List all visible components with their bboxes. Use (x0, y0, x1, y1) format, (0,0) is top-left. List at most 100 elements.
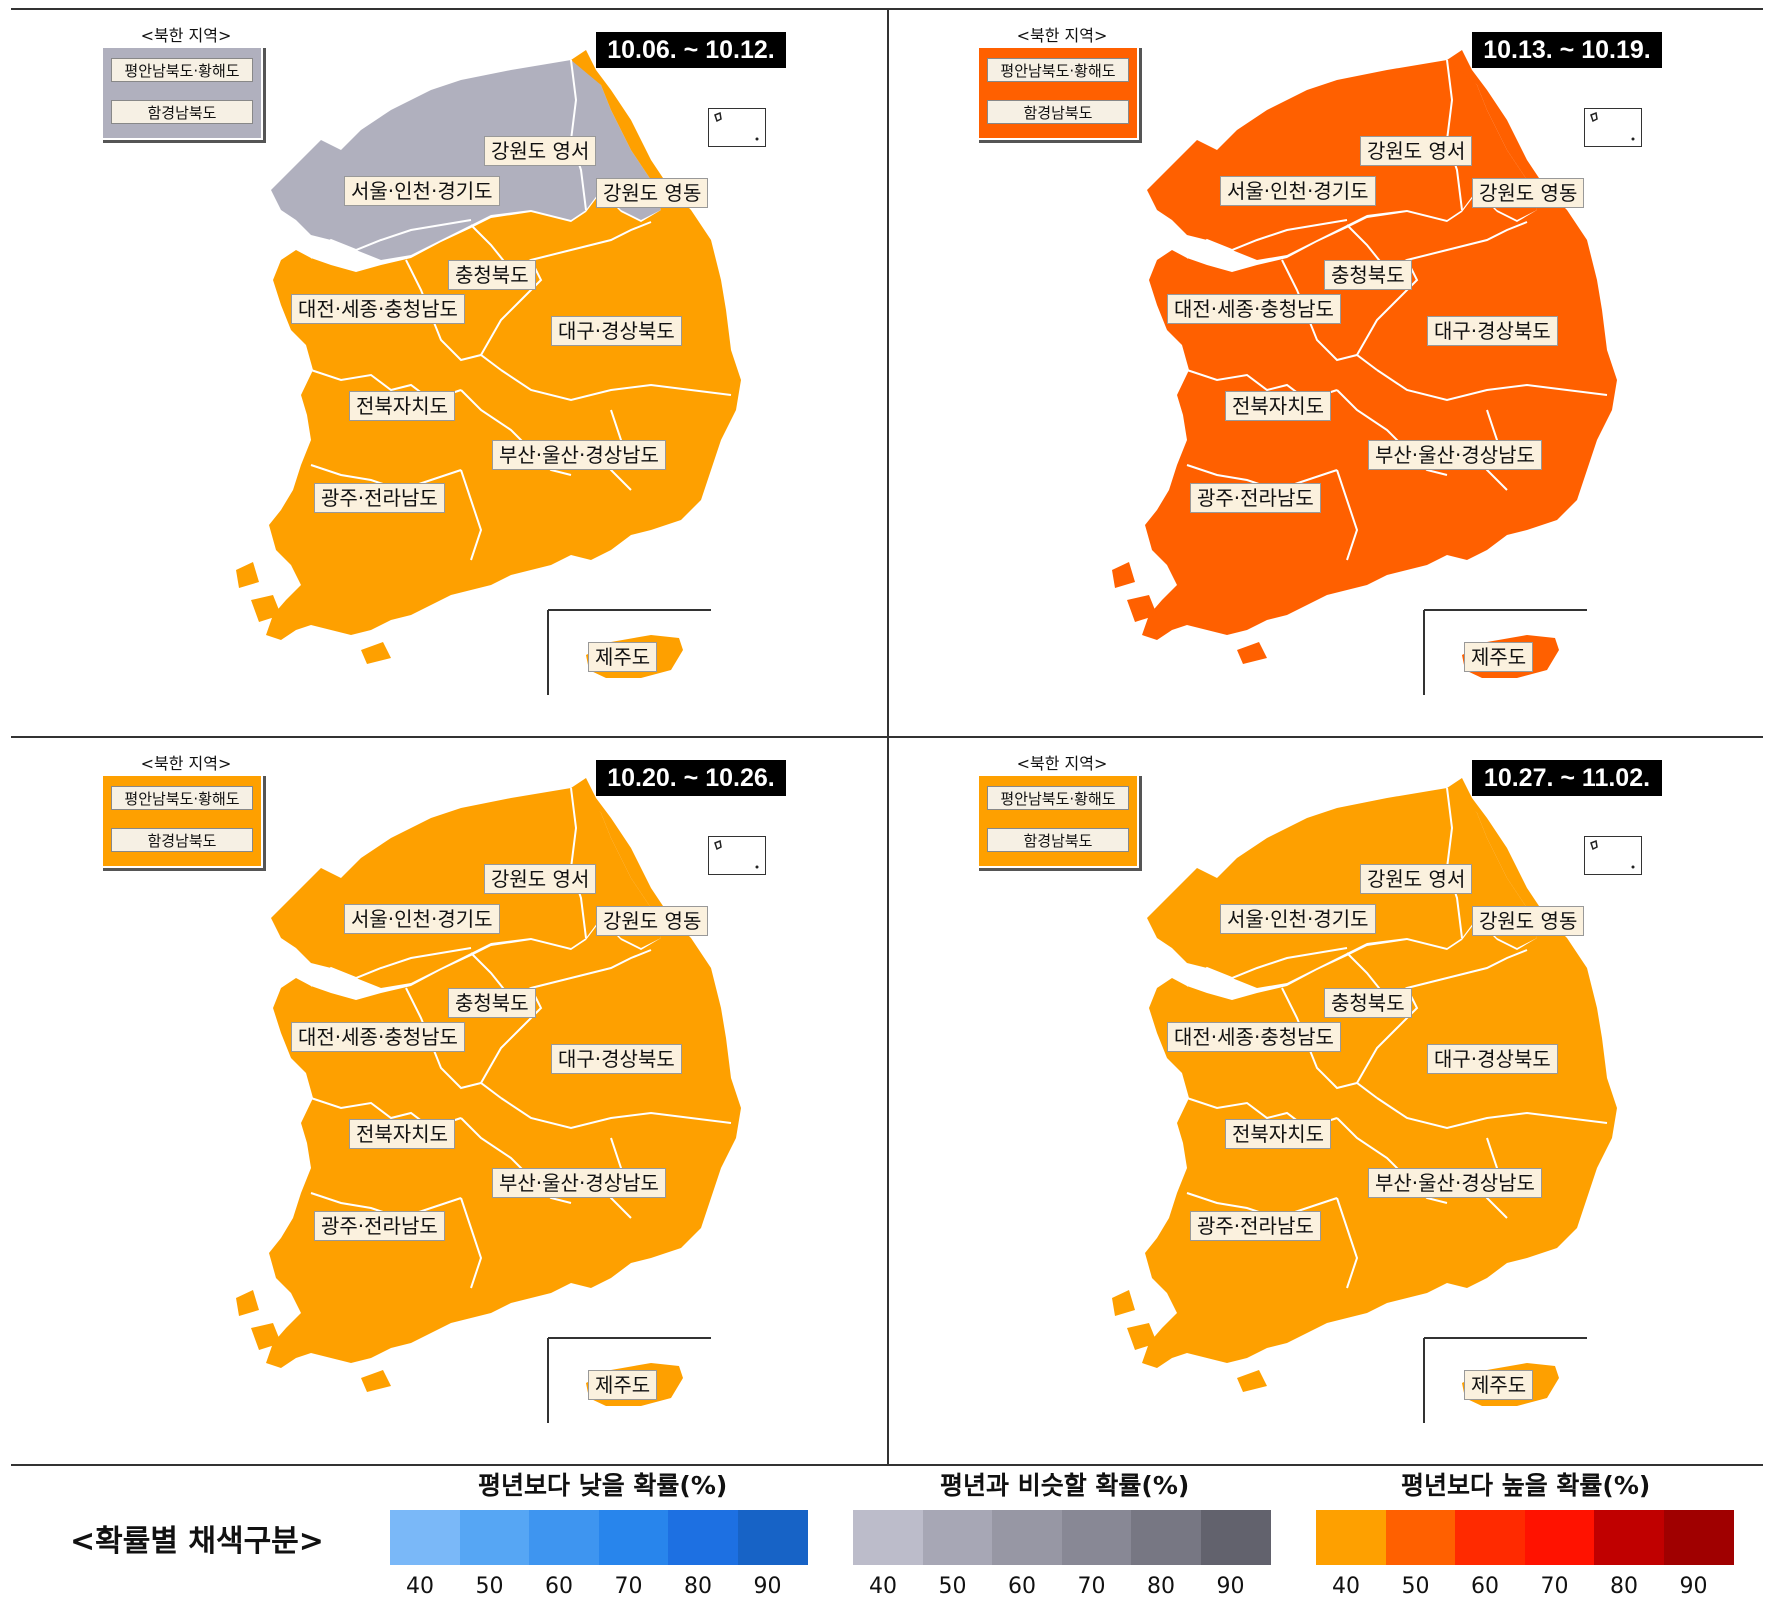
north-korea-box-frame: 평안남북도·황해도 함경남북도 (979, 48, 1142, 143)
region-label-gyeongbuk: 대구·경상북도 (551, 316, 682, 346)
dokdo-icon (1590, 839, 1635, 869)
north-korea-box-title: <북한 지역> (140, 26, 232, 45)
dokdo-inset (708, 836, 766, 875)
grid-horizontal-divider (11, 736, 1763, 738)
legend-swatch (1594, 1510, 1664, 1565)
north-korea-box-frame: 평안남북도·황해도 함경남북도 (979, 776, 1142, 871)
region-label-chungbuk: 충청북도 (448, 260, 536, 290)
legend-group-title-similar: 평년과 비슷할 확률(%) (940, 1471, 1190, 1500)
north-region-label-pyongan-hwanghae: 평안남북도·황해도 (111, 786, 253, 810)
legend-tick-label: 80 (1147, 1574, 1175, 1599)
legend-tick-label: 90 (753, 1574, 782, 1599)
region-label-gangwon-west: 강원도 영서 (484, 864, 597, 894)
legend-swatch (853, 1510, 923, 1565)
dokdo-icon (714, 839, 759, 869)
legend-bar-similar (853, 1510, 1271, 1565)
region-label-gyeongbuk: 대구·경상북도 (1427, 316, 1558, 346)
legend-swatch (1061, 1510, 1132, 1565)
north-region-label-hamgyong: 함경남북도 (111, 100, 253, 124)
legend-tick-label: 70 (1540, 1574, 1569, 1599)
region-label-jeonnam: 광주·전라남도 (1190, 1211, 1321, 1241)
legend-tick-label: 90 (1679, 1574, 1708, 1599)
region-label-jeju: 제주도 (588, 642, 658, 672)
jeju-inset-border (1423, 1337, 1587, 1423)
legend-bar-below (390, 1510, 808, 1565)
legend-swatch (1200, 1510, 1271, 1565)
legend-swatch (992, 1510, 1062, 1565)
region-label-gangwon-east: 강원도 영동 (1472, 906, 1585, 936)
legend-bar-above (1316, 1510, 1734, 1565)
legend-swatch (390, 1510, 460, 1565)
legend-tick-label: 90 (1216, 1574, 1245, 1599)
legend-swatch (922, 1510, 993, 1565)
map-area-north-provinces (271, 60, 661, 260)
north-region-label-hamgyong: 함경남북도 (987, 828, 1129, 852)
region-label-gyeongbuk: 대구·경상북도 (551, 1044, 682, 1074)
region-label-gangwon-west: 강원도 영서 (1360, 136, 1473, 166)
region-label-jeonnam: 광주·전라남도 (314, 483, 445, 513)
region-label-gangwon-east: 강원도 영동 (1472, 178, 1585, 208)
north-korea-box-fill: 평안남북도·황해도 함경남북도 (103, 48, 261, 138)
region-label-chungnam: 대전·세종·충청남도 (291, 1022, 465, 1052)
north-korea-legend-box: <북한 지역> 평안남북도·황해도 함경남북도 (979, 22, 1145, 146)
legend-swatch (1131, 1510, 1201, 1565)
region-label-seoul-incheon-gyeonggi: 서울·인천·경기도 (1220, 176, 1376, 206)
region-label-chungbuk: 충청북도 (1324, 260, 1412, 290)
map-grid: 10.06. ~ 10.12. <북한 지역> 평안남북도·황해도 함경남북도 … (11, 8, 1763, 1466)
legend-tick-label: 70 (1077, 1574, 1106, 1599)
region-label-seoul-incheon-gyeonggi: 서울·인천·경기도 (344, 904, 500, 934)
region-label-jeonnam: 광주·전라남도 (314, 1211, 445, 1241)
region-label-gangwon-west: 강원도 영서 (484, 136, 597, 166)
legend-tick-label: 50 (1401, 1574, 1430, 1599)
north-korea-box-frame: 평안남북도·황해도 함경남북도 (103, 776, 266, 871)
map-panel-3: 10.20. ~ 10.26. <북한 지역> 평안남북도·황해도 함경남북도 … (11, 738, 887, 1464)
north-korea-legend-box: <북한 지역> 평안남북도·황해도 함경남북도 (979, 750, 1145, 874)
legend-swatch (1316, 1510, 1386, 1565)
north-korea-box-frame: 평안남북도·황해도 함경남북도 (103, 48, 266, 143)
region-label-jeonbuk: 전북자치도 (1225, 1119, 1331, 1149)
north-korea-box-fill: 평안남북도·황해도 함경남북도 (103, 776, 261, 866)
legend-group-title-above: 평년보다 높을 확률(%) (1401, 1471, 1651, 1500)
map-panel-2: 10.13. ~ 10.19. <북한 지역> 평안남북도·황해도 함경남북도 … (887, 10, 1763, 736)
region-label-jeonbuk: 전북자치도 (349, 1119, 455, 1149)
north-korea-box-fill: 평안남북도·황해도 함경남북도 (979, 48, 1137, 138)
legend-swatch (737, 1510, 808, 1565)
region-label-gangwon-west: 강원도 영서 (1360, 864, 1473, 894)
region-label-jeonbuk: 전북자치도 (349, 391, 455, 421)
legend-tick-label: 50 (938, 1574, 967, 1599)
region-label-gyeongbuk: 대구·경상북도 (1427, 1044, 1558, 1074)
region-label-chungnam: 대전·세종·충청남도 (291, 294, 465, 324)
region-label-gangwon-east: 강원도 영동 (596, 178, 709, 208)
legend-tick-label: 40 (406, 1574, 434, 1599)
region-label-jeonnam: 광주·전라남도 (1190, 483, 1321, 513)
region-label-chungbuk: 충청북도 (448, 988, 536, 1018)
map-area-north-provinces (1147, 788, 1537, 988)
region-label-jeju: 제주도 (588, 1370, 658, 1400)
dokdo-inset (1584, 836, 1642, 875)
dokdo-icon (1590, 111, 1635, 141)
legend-tick-label: 50 (475, 1574, 504, 1599)
legend-group-title-below: 평년보다 낮을 확률(%) (478, 1471, 728, 1500)
region-label-seoul-incheon-gyeonggi: 서울·인천·경기도 (344, 176, 500, 206)
north-region-label-pyongan-hwanghae: 평안남북도·황해도 (987, 786, 1129, 810)
region-label-gyeongnam: 부산·울산·경상남도 (492, 1168, 666, 1198)
region-label-jeju: 제주도 (1464, 1370, 1534, 1400)
legend-swatch (1663, 1510, 1734, 1565)
map-panel-4: 10.27. ~ 11.02. <북한 지역> 평안남북도·황해도 함경남북도 … (887, 738, 1763, 1464)
legend-tick-label: 60 (545, 1574, 573, 1599)
legend-tick-label: 60 (1008, 1574, 1036, 1599)
legend-swatch (1385, 1510, 1456, 1565)
legend-title: <확률별 채색구분> (70, 1524, 324, 1559)
map-area-north-provinces (271, 788, 661, 988)
region-label-chungnam: 대전·세종·충청남도 (1167, 1022, 1341, 1052)
region-label-jeonbuk: 전북자치도 (1225, 391, 1331, 421)
jeju-inset-border (547, 1337, 711, 1423)
dokdo-inset (708, 108, 766, 147)
map-area-north-provinces (1147, 60, 1537, 260)
dokdo-icon (714, 111, 759, 141)
jeju-inset-border (1423, 609, 1587, 695)
legend-swatch (598, 1510, 669, 1565)
region-label-gangwon-east: 강원도 영동 (596, 906, 709, 936)
period-date-badge: 10.06. ~ 10.12. (596, 32, 786, 68)
legend-swatch (1524, 1510, 1595, 1565)
